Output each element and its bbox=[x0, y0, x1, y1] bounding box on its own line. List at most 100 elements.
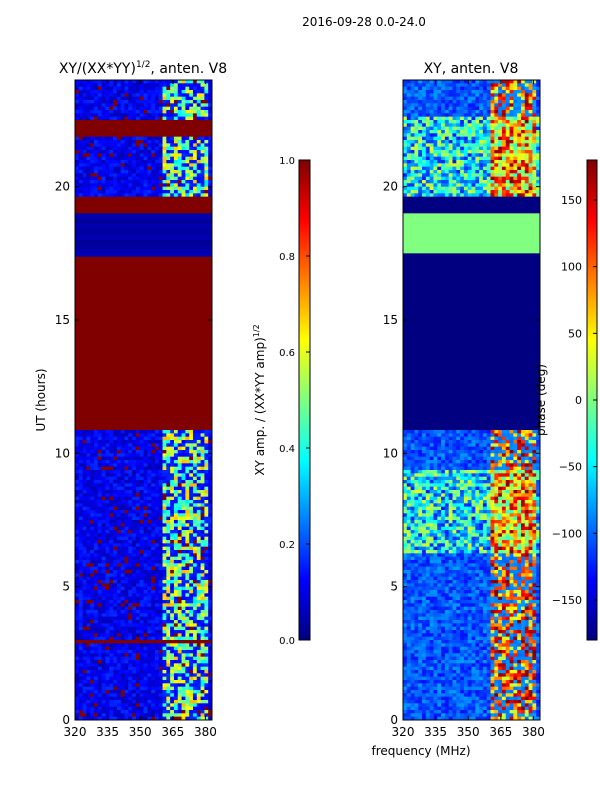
heatmap-cell bbox=[201, 593, 205, 597]
heatmap-cell bbox=[83, 530, 87, 534]
heatmap-cell bbox=[166, 190, 170, 194]
heatmap-cell bbox=[456, 110, 460, 114]
heatmap-cell bbox=[182, 530, 186, 534]
heatmap-cell bbox=[136, 520, 140, 524]
heatmap-cell bbox=[132, 143, 136, 147]
heatmap-cell bbox=[170, 433, 174, 437]
heatmap-cell bbox=[83, 550, 87, 554]
heatmap-cell bbox=[193, 140, 197, 144]
heatmap-cell bbox=[102, 610, 106, 614]
heatmap-cell bbox=[102, 143, 106, 147]
heatmap-cell bbox=[128, 710, 132, 714]
heatmap-cell bbox=[204, 607, 208, 611]
heatmap-cell bbox=[163, 443, 167, 447]
heatmap-cell bbox=[529, 137, 533, 141]
heatmap-cell bbox=[204, 140, 208, 144]
heatmap-cell bbox=[105, 90, 109, 94]
heatmap-cell bbox=[83, 670, 87, 674]
heatmap-cell bbox=[102, 667, 106, 671]
heatmap-cell bbox=[136, 663, 140, 667]
heatmap-cell bbox=[155, 437, 159, 441]
heatmap-cell bbox=[532, 90, 536, 94]
heatmap-cell bbox=[75, 487, 79, 491]
heatmap-cell bbox=[83, 460, 87, 464]
heatmap-cell bbox=[140, 443, 144, 447]
heatmap-cell bbox=[94, 700, 98, 704]
heatmap-cell bbox=[147, 643, 151, 647]
heatmap-cell bbox=[105, 687, 109, 691]
heatmap-cell bbox=[113, 187, 117, 191]
heatmap-cell bbox=[105, 563, 109, 567]
heatmap-cell bbox=[182, 497, 186, 501]
heatmap-cell bbox=[163, 693, 167, 697]
heatmap-cell bbox=[411, 140, 415, 144]
heatmap-cell bbox=[147, 457, 151, 461]
heatmap-cell bbox=[90, 667, 94, 671]
heatmap-cell bbox=[128, 553, 132, 557]
heatmap-cell bbox=[151, 137, 155, 141]
heatmap-cell bbox=[94, 117, 98, 121]
heatmap-cell bbox=[105, 707, 109, 711]
heatmap-cell bbox=[166, 687, 170, 691]
heatmap-cell bbox=[121, 677, 125, 681]
heatmap-cell bbox=[174, 620, 178, 624]
heatmap-cell bbox=[178, 700, 182, 704]
heatmap-cell bbox=[79, 670, 83, 674]
heatmap-cell bbox=[163, 500, 167, 504]
heatmap-cell bbox=[83, 683, 87, 687]
heatmap-cell bbox=[510, 93, 514, 97]
heatmap-cell bbox=[201, 163, 205, 167]
heatmap-cell bbox=[452, 87, 456, 91]
heatmap-cell bbox=[90, 527, 94, 531]
heatmap-cell bbox=[113, 117, 117, 121]
heatmap-cell bbox=[147, 537, 151, 541]
heatmap-cell bbox=[185, 87, 189, 91]
heatmap-cell bbox=[121, 87, 125, 91]
heatmap-cell bbox=[155, 663, 159, 667]
heatmap-cell bbox=[433, 107, 437, 111]
heatmap-cell bbox=[147, 647, 151, 651]
heatmap-cell bbox=[121, 193, 125, 197]
heatmap-cell bbox=[102, 140, 106, 144]
heatmap-cell bbox=[170, 707, 174, 711]
heatmap-cell bbox=[185, 610, 189, 614]
heatmap-cell bbox=[128, 500, 132, 504]
heatmap-cell bbox=[136, 193, 140, 197]
heatmap-cell bbox=[166, 437, 170, 441]
heatmap-cell bbox=[159, 600, 163, 604]
heatmap-cell bbox=[151, 497, 155, 501]
heatmap-cell bbox=[75, 563, 79, 567]
heatmap-cell bbox=[140, 670, 144, 674]
heatmap-row bbox=[75, 300, 212, 304]
heatmap-cell bbox=[163, 463, 167, 467]
heatmap-cell bbox=[128, 590, 132, 594]
heatmap-cell bbox=[182, 140, 186, 144]
heatmap-cell bbox=[83, 543, 87, 547]
heatmap-cell bbox=[136, 553, 140, 557]
heatmap-cell bbox=[189, 497, 193, 501]
heatmap-row bbox=[75, 350, 212, 354]
heatmap-cell bbox=[136, 100, 140, 104]
heatmap-cell bbox=[166, 463, 170, 467]
heatmap-cell bbox=[86, 560, 90, 564]
heatmap-cell bbox=[201, 497, 205, 501]
heatmap-row bbox=[75, 413, 212, 417]
heatmap-cell bbox=[144, 493, 148, 497]
heatmap-cell bbox=[117, 467, 121, 471]
heatmap-cell bbox=[98, 570, 102, 574]
heatmap-cell bbox=[121, 543, 125, 547]
heatmap-cell bbox=[201, 433, 205, 437]
heatmap-cell bbox=[204, 167, 208, 171]
heatmap-cell bbox=[124, 460, 128, 464]
heatmap-cell bbox=[75, 537, 79, 541]
heatmap-cell bbox=[136, 603, 140, 607]
heatmap-cell bbox=[525, 93, 529, 97]
heatmap-cell bbox=[422, 97, 426, 101]
heatmap-cell bbox=[182, 117, 186, 121]
heatmap-cell bbox=[113, 530, 117, 534]
heatmap-cell bbox=[102, 117, 106, 121]
heatmap-cell bbox=[98, 620, 102, 624]
heatmap-cell bbox=[90, 443, 94, 447]
heatmap-cell bbox=[178, 643, 182, 647]
heatmap-cell bbox=[94, 603, 98, 607]
